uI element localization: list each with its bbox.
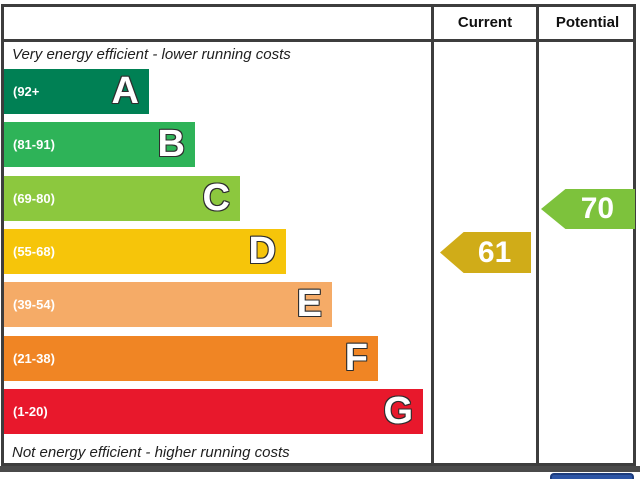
eu-emblem-partial bbox=[550, 473, 634, 479]
column-divider-current bbox=[431, 4, 434, 466]
header-divider bbox=[1, 39, 636, 42]
current-value: 61 bbox=[477, 235, 512, 269]
potential-value: 70 bbox=[580, 192, 615, 225]
table-frame bbox=[1, 4, 636, 466]
table-bottom-border bbox=[0, 466, 640, 472]
caption-bottom: Not energy efficient - higher running co… bbox=[12, 444, 290, 461]
potential-column-header: Potential bbox=[555, 14, 620, 31]
column-divider-potential bbox=[536, 4, 539, 466]
caption-top: Very energy efficient - lower running co… bbox=[12, 46, 291, 63]
current-column-header: Current bbox=[457, 14, 513, 31]
